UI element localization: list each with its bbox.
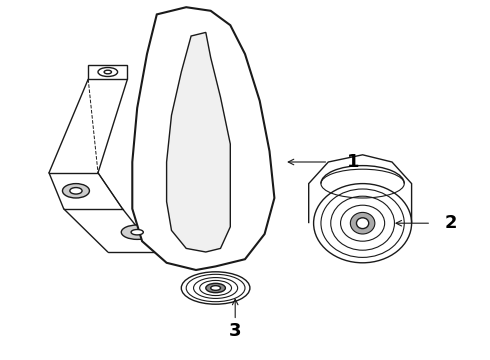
Ellipse shape xyxy=(122,225,153,239)
Ellipse shape xyxy=(350,212,375,234)
Polygon shape xyxy=(88,65,127,79)
Ellipse shape xyxy=(314,184,412,263)
Ellipse shape xyxy=(181,272,250,304)
Ellipse shape xyxy=(70,188,82,194)
Polygon shape xyxy=(132,7,274,270)
Ellipse shape xyxy=(206,283,225,293)
Text: 2: 2 xyxy=(444,214,457,232)
Ellipse shape xyxy=(356,218,368,229)
Polygon shape xyxy=(167,32,230,252)
Ellipse shape xyxy=(131,230,143,235)
Text: 3: 3 xyxy=(229,322,242,340)
Ellipse shape xyxy=(211,286,220,291)
Ellipse shape xyxy=(62,184,89,198)
Text: 1: 1 xyxy=(346,153,359,171)
